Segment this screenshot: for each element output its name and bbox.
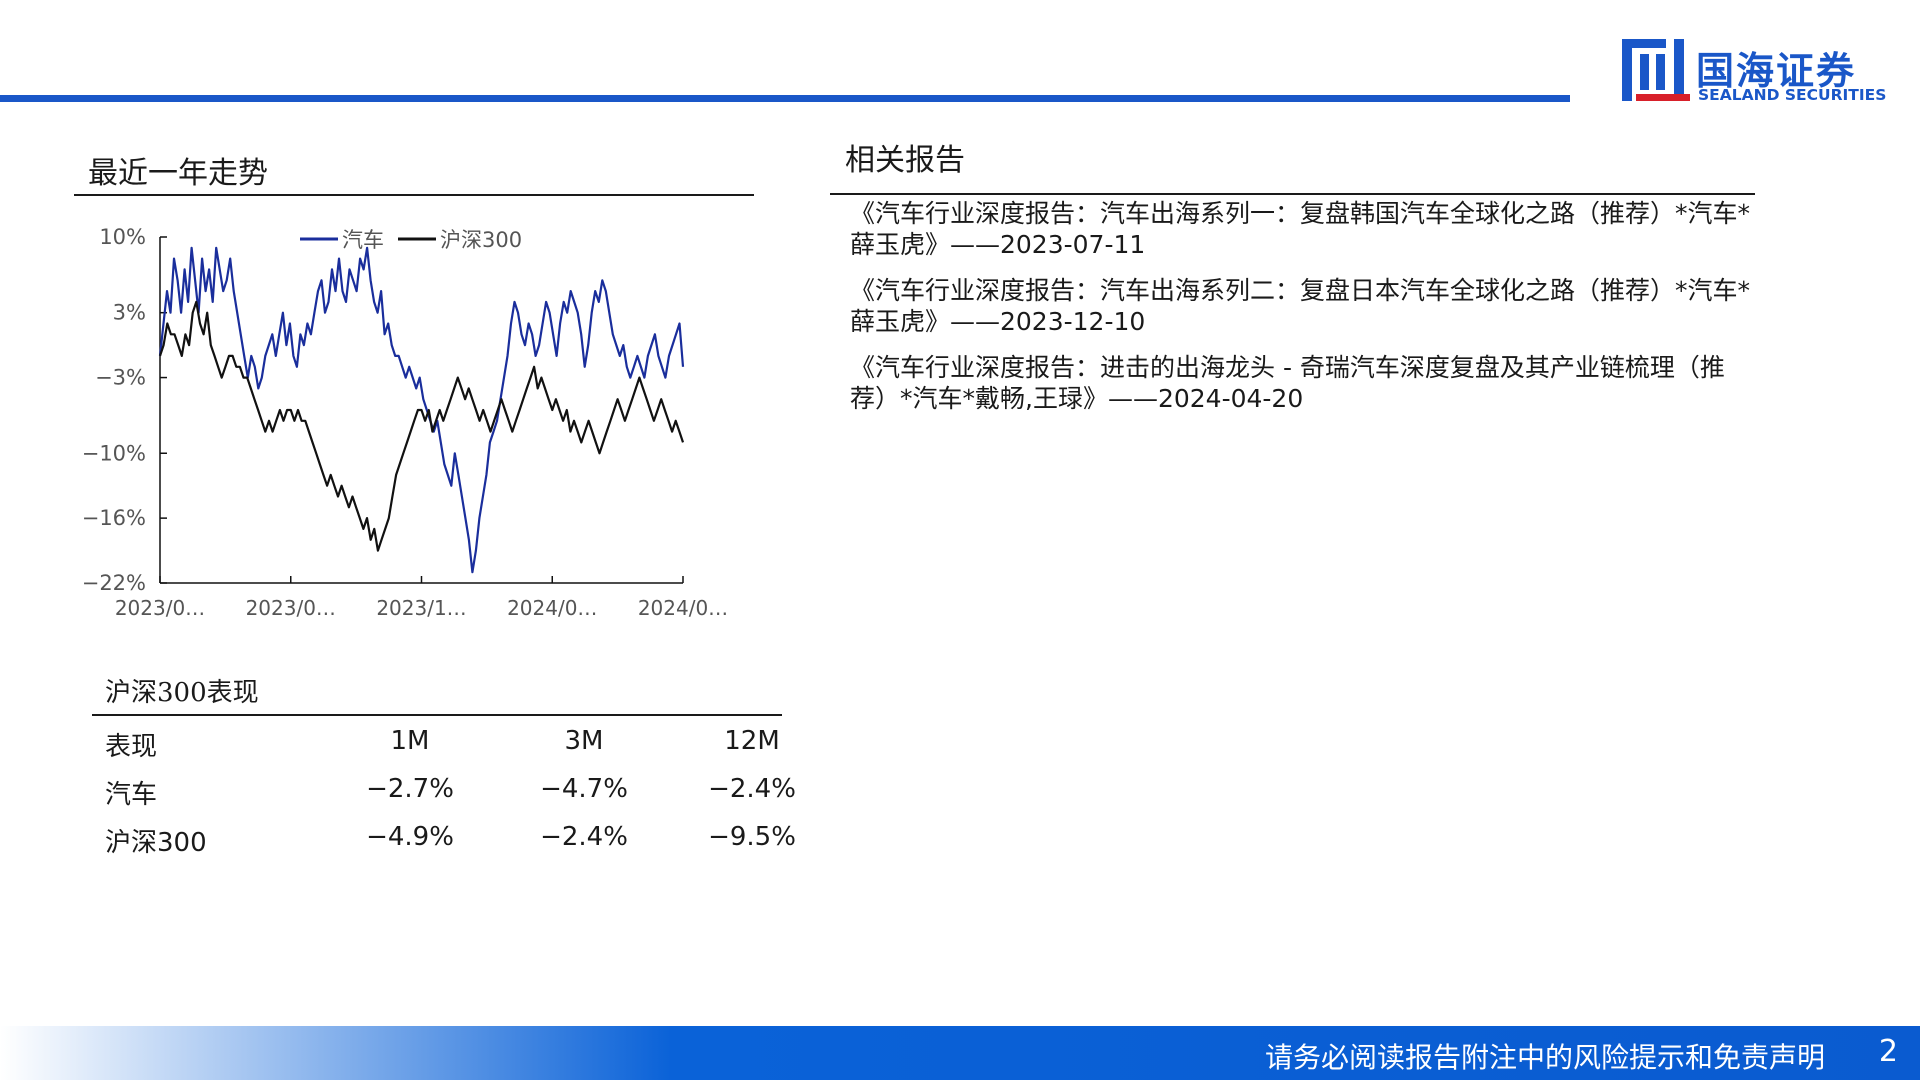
table-cell: −2.7% xyxy=(366,774,454,804)
related-reports-rule xyxy=(830,193,1755,195)
company-logo: 国海证券 SEALAND SECURITIES xyxy=(1616,36,1886,106)
y-tick-label: −3% xyxy=(95,366,146,390)
y-tick-label: −16% xyxy=(82,506,146,530)
performance-table: 表现 1M 3M 12M 汽车 −2.7% −4.7% −2.4% 沪深300 … xyxy=(105,718,796,862)
table-header-cell: 12M xyxy=(724,726,780,756)
logo-mark-icon xyxy=(1622,39,1690,101)
brand-name-cn: 国海证券 xyxy=(1696,49,1857,93)
report-item[interactable]: 《汽车行业深度报告：汽车出海系列一：复盘韩国汽车全球化之路（推荐）*汽车*薛玉虎… xyxy=(850,199,1751,259)
series-line-csi300 xyxy=(158,300,685,552)
table-cell: −2.4% xyxy=(540,822,628,852)
table-cell: −4.7% xyxy=(540,774,628,804)
series-line-auto xyxy=(158,246,685,574)
table-cell: −4.9% xyxy=(366,822,454,852)
table-cell: −9.5% xyxy=(708,822,796,852)
table-row: 汽车 −2.7% −4.7% −2.4% xyxy=(105,766,796,814)
x-tick-label: 2024/0… xyxy=(507,596,597,620)
x-tick-label: 2024/0… xyxy=(638,596,728,620)
related-reports-list: 《汽车行业深度报告：汽车出海系列一：复盘韩国汽车全球化之路（推荐）*汽车*薛玉虎… xyxy=(850,198,1750,429)
x-tick-label: 2023/0… xyxy=(115,596,205,620)
table-row: 沪深300 −4.9% −2.4% −9.5% xyxy=(105,814,796,862)
trend-chart: 10%3%−3%−10%−16%−22%2023/0… 2023/0… 2023/1… xyxy=(82,225,728,620)
x-tick-label: 2023/1… xyxy=(376,596,466,620)
disclaimer-text: 请务必阅读报告附注中的风险提示和免责声明 xyxy=(1264,1041,1825,1074)
footer-bar: 请务必阅读报告附注中的风险提示和免责声明 2 xyxy=(0,1026,1920,1080)
brand-name-en: SEALAND SECURITIES xyxy=(1698,86,1887,104)
table-cell: 汽车 xyxy=(105,780,158,810)
legend-label: 沪深300 xyxy=(440,228,522,252)
page-number: 2 xyxy=(1878,1034,1898,1069)
table-header-cell: 表现 xyxy=(105,732,158,762)
table-header-row: 表现 1M 3M 12M xyxy=(105,718,780,766)
trend-section-title: 最近一年走势 xyxy=(88,156,268,191)
table-header-cell: 1M xyxy=(390,726,430,756)
y-tick-label: −22% xyxy=(82,571,146,595)
y-tick-label: 3% xyxy=(113,301,146,325)
report-item[interactable]: 《汽车行业深度报告：汽车出海系列二：复盘日本汽车全球化之路（推荐）*汽车*薛玉虎… xyxy=(850,276,1751,336)
table-cell: 沪深300 xyxy=(105,828,207,858)
table-header-cell: 3M xyxy=(564,726,604,756)
performance-rule xyxy=(92,714,782,716)
y-tick-label: 10% xyxy=(99,225,146,249)
y-tick-label: −10% xyxy=(82,441,146,465)
performance-title: 沪深300表现 xyxy=(105,678,259,708)
table-cell: −2.4% xyxy=(708,774,796,804)
trend-section-rule xyxy=(74,194,754,196)
legend-label: 汽车 xyxy=(342,228,384,252)
report-item[interactable]: 《汽车行业深度报告：进击的出海龙头 - 奇瑞汽车深度复盘及其产业链梳理（推荐）*… xyxy=(850,353,1725,413)
x-tick-label: 2023/0… xyxy=(246,596,336,620)
header-rule xyxy=(0,95,1570,102)
related-reports-title: 相关报告 xyxy=(845,143,965,178)
